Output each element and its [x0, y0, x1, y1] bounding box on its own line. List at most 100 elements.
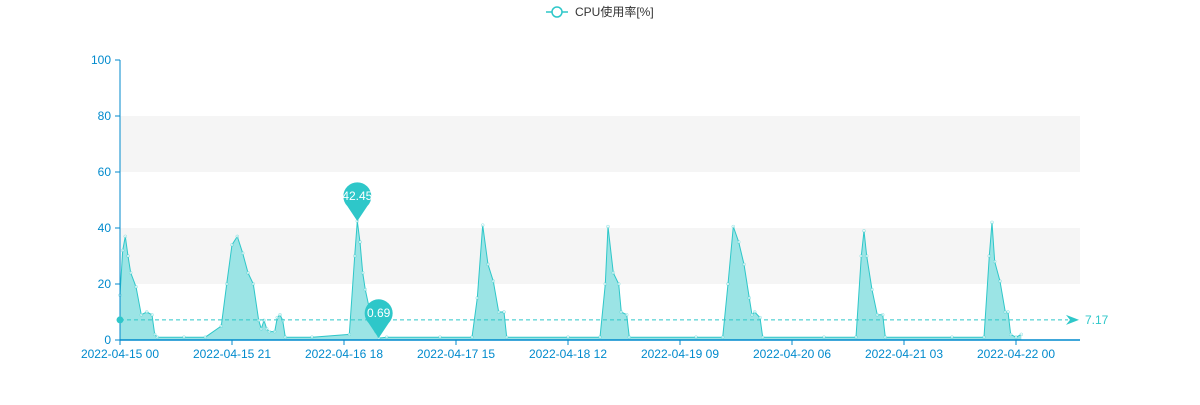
x-tick-label: 2022-04-15 21: [193, 347, 271, 361]
data-point[interactable]: [203, 335, 208, 339]
data-point[interactable]: [859, 254, 864, 258]
data-point[interactable]: [475, 296, 480, 300]
data-point[interactable]: [144, 310, 149, 314]
mark-point-label: 0.69: [367, 306, 391, 320]
data-point[interactable]: [123, 234, 128, 239]
data-point[interactable]: [758, 315, 762, 320]
data-point[interactable]: [230, 243, 234, 247]
data-point[interactable]: [750, 313, 754, 317]
data-point[interactable]: [486, 262, 490, 267]
average-mark-line-label: 7.17: [1085, 313, 1109, 327]
data-point[interactable]: [883, 335, 888, 339]
data-point[interactable]: [264, 327, 269, 331]
x-tick-label: 2022-04-21 03: [865, 347, 943, 361]
data-point[interactable]: [1014, 335, 1018, 339]
data-point[interactable]: [278, 313, 282, 317]
data-point[interactable]: [950, 335, 954, 339]
data-point[interactable]: [606, 224, 610, 229]
mark-point-shape: [343, 182, 372, 222]
y-tick-label: 0: [104, 333, 111, 347]
data-point[interactable]: [491, 279, 496, 283]
data-point[interactable]: [760, 335, 765, 339]
mark-point-pin[interactable]: 42.45: [342, 182, 373, 222]
data-point[interactable]: [363, 287, 368, 292]
split-area-band: [120, 116, 1080, 172]
data-point[interactable]: [752, 310, 757, 314]
data-point[interactable]: [275, 315, 280, 320]
data-point[interactable]: [219, 324, 224, 328]
data-point[interactable]: [438, 335, 442, 339]
data-point[interactable]: [870, 287, 874, 292]
data-point[interactable]: [235, 234, 240, 239]
data-point[interactable]: [987, 254, 992, 258]
y-tick-label: 60: [98, 165, 112, 179]
data-point[interactable]: [1006, 310, 1010, 314]
data-point[interactable]: [731, 224, 736, 229]
data-point[interactable]: [150, 313, 154, 317]
data-point[interactable]: [470, 335, 474, 339]
data-point[interactable]: [480, 223, 485, 227]
data-point[interactable]: [627, 335, 632, 339]
data-point[interactable]: [134, 285, 138, 289]
data-point[interactable]: [864, 254, 869, 258]
data-point[interactable]: [496, 310, 501, 314]
data-point[interactable]: [619, 310, 624, 314]
data-point[interactable]: [854, 335, 858, 339]
data-point[interactable]: [360, 271, 365, 275]
average-mark-line-start: [116, 316, 124, 324]
data-point[interactable]: [603, 282, 608, 286]
data-point[interactable]: [736, 240, 741, 244]
data-point[interactable]: [128, 271, 133, 275]
data-point[interactable]: [862, 229, 866, 233]
data-point[interactable]: [504, 335, 509, 339]
data-point[interactable]: [720, 335, 725, 339]
data-point[interactable]: [992, 259, 997, 264]
y-tick-label: 80: [98, 109, 112, 123]
data-point[interactable]: [182, 335, 186, 339]
data-point[interactable]: [126, 254, 130, 258]
data-point[interactable]: [566, 335, 570, 339]
data-point[interactable]: [616, 282, 621, 286]
data-point[interactable]: [358, 240, 362, 244]
data-point[interactable]: [152, 332, 157, 337]
y-tick-label: 20: [98, 277, 112, 291]
data-point[interactable]: [246, 271, 250, 275]
x-tick-label: 2022-04-19 09: [641, 347, 719, 361]
data-point[interactable]: [747, 296, 752, 300]
data-point[interactable]: [240, 251, 245, 255]
data-point[interactable]: [990, 220, 994, 225]
data-point[interactable]: [259, 327, 264, 331]
data-point[interactable]: [822, 335, 826, 339]
data-point[interactable]: [155, 335, 160, 339]
data-point[interactable]: [224, 282, 229, 286]
data-point[interactable]: [139, 313, 144, 317]
data-point[interactable]: [267, 329, 272, 334]
data-point[interactable]: [624, 313, 629, 317]
data-point[interactable]: [272, 329, 277, 334]
data-point[interactable]: [310, 335, 314, 339]
data-point[interactable]: [982, 335, 986, 339]
data-point[interactable]: [283, 335, 288, 339]
data-point[interactable]: [726, 282, 730, 286]
data-point[interactable]: [256, 318, 261, 323]
data-point[interactable]: [598, 335, 602, 339]
data-point[interactable]: [1019, 332, 1024, 337]
mark-point-pin[interactable]: 0.69: [364, 299, 393, 339]
data-point[interactable]: [875, 313, 880, 317]
data-point[interactable]: [880, 313, 885, 317]
legend-circle-icon: [551, 6, 563, 18]
mark-point-shape: [364, 299, 393, 339]
data-point[interactable]: [120, 248, 125, 253]
data-point[interactable]: [384, 335, 389, 339]
data-point[interactable]: [611, 271, 616, 275]
data-point[interactable]: [347, 332, 352, 337]
data-point[interactable]: [742, 262, 746, 267]
x-tick-label: 2022-04-20 06: [753, 347, 831, 361]
data-point[interactable]: [694, 335, 698, 339]
data-point[interactable]: [251, 282, 256, 286]
data-point[interactable]: [502, 310, 506, 314]
data-point[interactable]: [998, 279, 1002, 283]
data-point[interactable]: [1008, 332, 1013, 337]
legend[interactable]: CPU使用率[%]: [546, 4, 654, 19]
data-point[interactable]: [352, 254, 357, 258]
